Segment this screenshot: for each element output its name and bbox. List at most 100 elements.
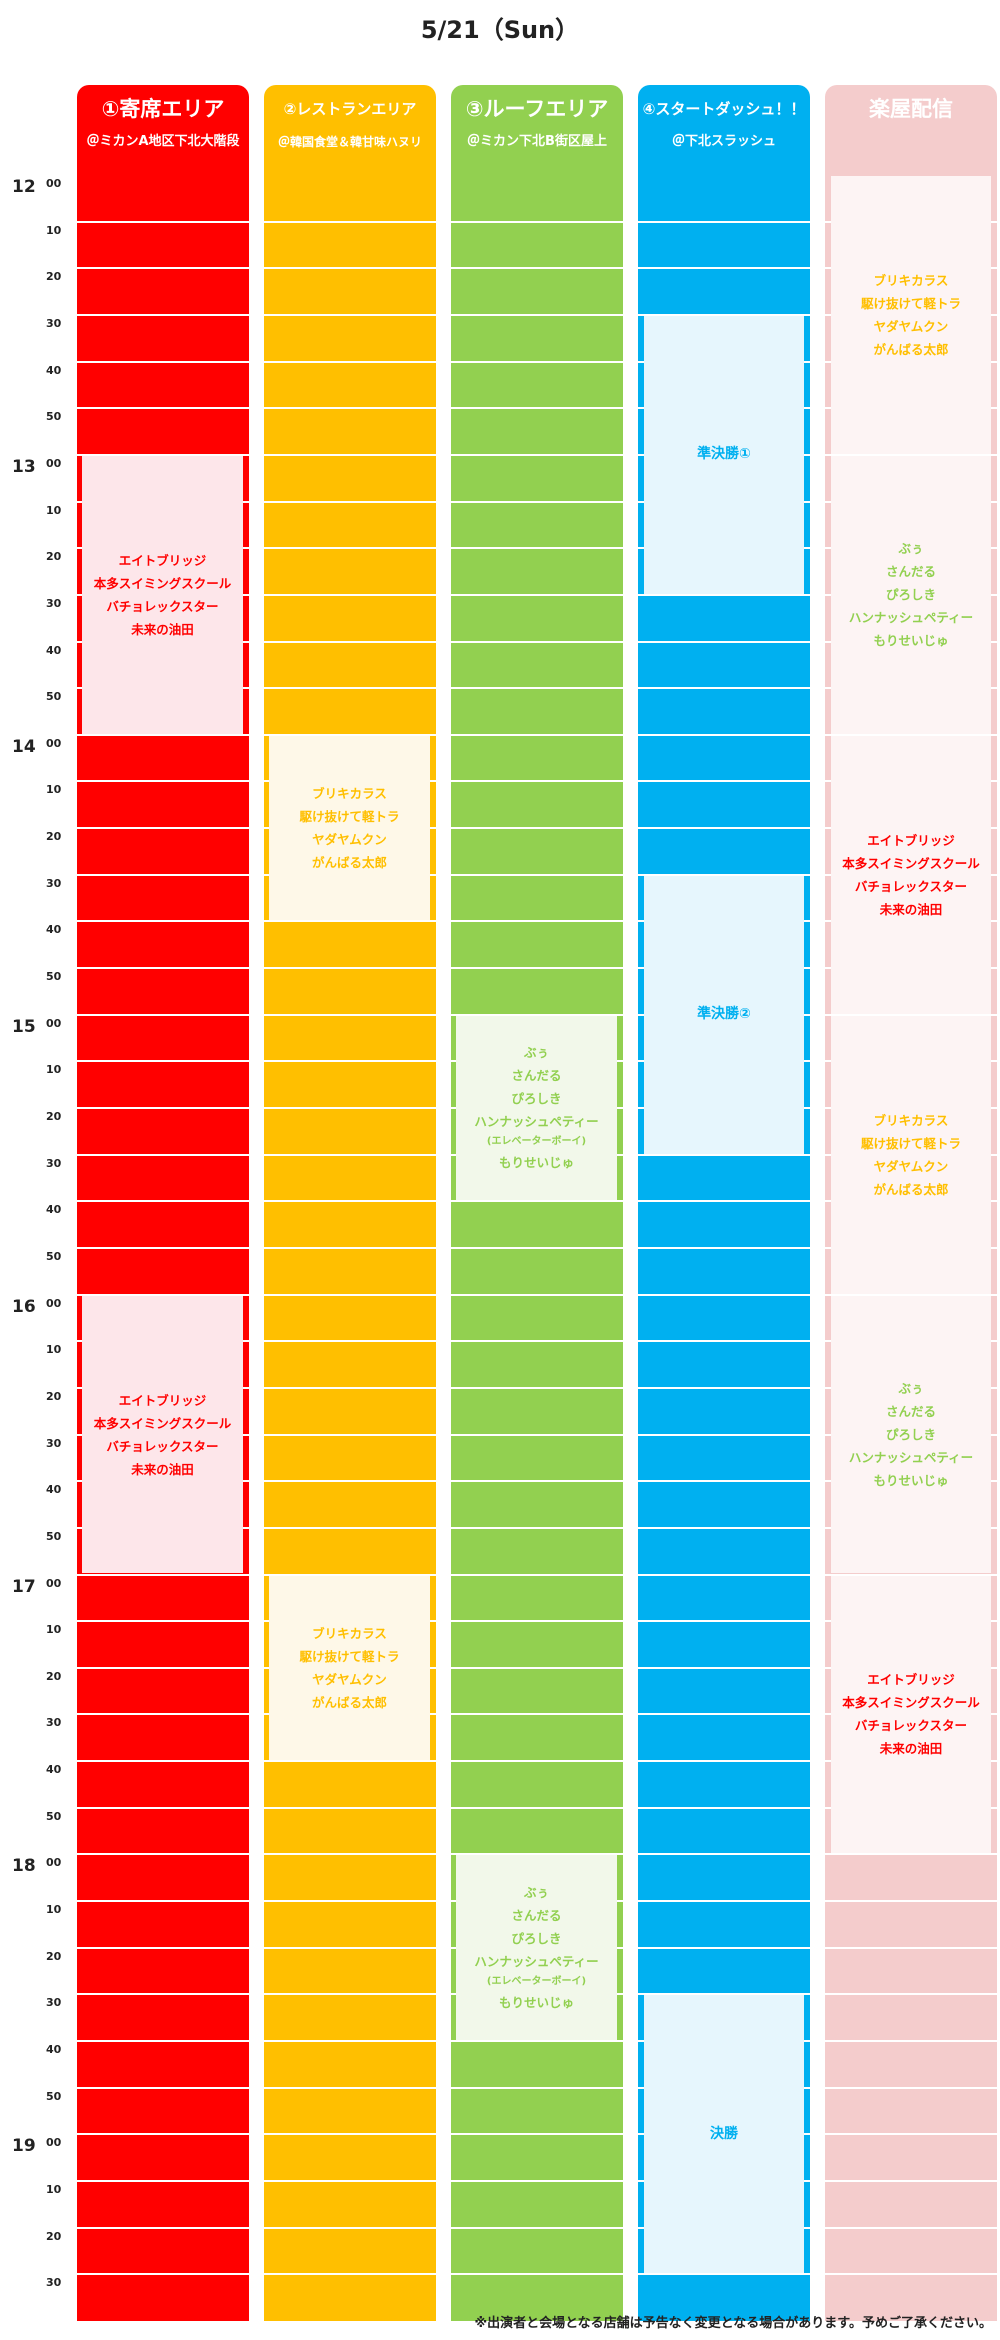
performance-block: 決勝 xyxy=(644,1995,804,2274)
column-roof: ③ルーフエリア ＠ミカン下北B街区屋上 ぶぅ さんだる ぴろしき ハンナッシュペティー (エ… xyxy=(451,85,623,2321)
row-divider xyxy=(451,1573,623,1576)
minute-label: 10 xyxy=(46,1903,62,1917)
row-divider xyxy=(264,2133,436,2136)
row-divider xyxy=(638,2273,810,2276)
row-divider xyxy=(825,1293,997,1296)
row-divider xyxy=(264,1293,436,1296)
row-divider xyxy=(638,1946,810,1949)
row-divider xyxy=(264,453,436,456)
row-divider xyxy=(638,1526,810,1529)
minute-label: 30 xyxy=(46,1716,62,1730)
row-divider xyxy=(77,1293,249,1296)
performer-name: 未来の油田 xyxy=(879,1741,943,1757)
performer-name: ぴろしき xyxy=(885,1427,936,1443)
performer-name: さんだる xyxy=(511,1068,562,1084)
performer-name: ぴろしき xyxy=(885,587,936,603)
row-divider xyxy=(638,267,810,270)
row-divider xyxy=(264,267,436,270)
minute-label: 30 xyxy=(46,876,62,890)
row-divider xyxy=(825,2273,997,2276)
row-divider xyxy=(825,1853,997,1856)
performer-name: 未来の油田 xyxy=(131,1461,194,1477)
performer-name: もりせいじゅ xyxy=(873,633,949,649)
performer-name: 準決勝② xyxy=(697,1006,751,1023)
performer-name: がんばる太郎 xyxy=(311,1694,387,1710)
row-divider xyxy=(77,780,249,783)
column-title: ②レストランエリア xyxy=(283,100,417,118)
minute-label: 20 xyxy=(46,2229,62,2243)
performance-block: エイトブリッジ 本多スイミングスクール バチョレックスター 未来の油田 xyxy=(831,735,991,1014)
performer-name: バチョレックスター xyxy=(854,878,968,894)
row-divider xyxy=(264,1340,436,1343)
column-subtitle: ＠ミカン下北B街区屋上 xyxy=(467,134,607,149)
row-divider xyxy=(77,1107,249,1109)
row-divider xyxy=(638,687,810,690)
row-divider xyxy=(77,1200,249,1203)
minute-label: 40 xyxy=(46,2043,62,2056)
minute-label: 00 xyxy=(46,1856,62,1870)
row-divider xyxy=(451,2179,623,2182)
performer-name: ぶぅ xyxy=(523,1045,549,1061)
performer-name: ヤダヤムクン xyxy=(873,1158,949,1174)
minute-label: 00 xyxy=(46,736,62,750)
hour-label: 13 xyxy=(12,456,36,477)
row-divider xyxy=(451,1526,623,1529)
row-divider xyxy=(264,1760,436,1763)
performer-name: 本多スイミングスクール xyxy=(93,1415,232,1431)
row-divider xyxy=(77,1853,249,1856)
row-divider xyxy=(264,1806,436,1809)
row-divider xyxy=(638,1386,810,1389)
performer-name: ハンナッシュペティー xyxy=(474,1954,599,1970)
row-divider xyxy=(638,1200,810,1203)
column-yose: ①寄席エリア ＠ミカンA地区下北大階段 エイトブリッジ 本多スイミングスクール バチョレ… xyxy=(77,85,249,2321)
performance-block: 準決勝① xyxy=(644,315,804,594)
minute-label: 00 xyxy=(46,1576,62,1590)
performance-block: ブリキカラス 駆け抜けて軽トラ ヤダヤムクン がんばる太郎 xyxy=(269,735,430,921)
performer-name: ぶぅ xyxy=(898,541,924,557)
row-divider xyxy=(451,1760,623,1763)
minute-label: 00 xyxy=(46,177,62,190)
row-divider xyxy=(825,2133,997,2136)
row-divider xyxy=(264,593,436,596)
row-divider xyxy=(638,220,810,223)
minute-label: 50 xyxy=(46,2089,62,2103)
row-divider xyxy=(638,313,810,316)
row-divider xyxy=(264,1200,436,1203)
performance-block: ぶぅ さんだる ぴろしき ハンナッシュペティー もりせいじゅ xyxy=(831,455,991,734)
row-divider xyxy=(77,1713,249,1716)
row-divider xyxy=(264,360,436,363)
row-divider xyxy=(264,1013,436,1016)
row-divider xyxy=(825,2179,997,2182)
performer-name: ハンナッシュペティー xyxy=(848,610,974,626)
row-divider xyxy=(264,687,436,690)
row-divider xyxy=(825,1013,997,1016)
row-divider xyxy=(638,1246,810,1249)
row-divider xyxy=(825,1946,997,1949)
performer-name: 準決勝① xyxy=(697,446,751,463)
performance-block: 準決勝② xyxy=(644,875,804,1154)
row-divider xyxy=(264,2273,436,2276)
row-divider xyxy=(264,733,436,736)
row-divider xyxy=(451,1713,623,1716)
minute-label: 10 xyxy=(46,223,62,237)
minute-label: 20 xyxy=(46,1669,62,1683)
column-header: ②レストランエリア ＠韓国食堂＆韓甘味ハヌリ xyxy=(264,85,436,175)
column-header: ③ルーフエリア ＠ミカン下北B街区屋上 xyxy=(451,85,623,175)
hour-label: 18 xyxy=(12,1856,36,1877)
performer-name: がんばる太郎 xyxy=(873,341,949,357)
minute-label: 40 xyxy=(46,1203,62,1217)
minute-label: 50 xyxy=(46,690,62,704)
column-title: ④スタートダッシュ！！ xyxy=(642,100,806,118)
row-divider xyxy=(638,1433,810,1436)
row-divider xyxy=(638,827,810,830)
row-divider xyxy=(451,500,623,503)
row-divider xyxy=(77,2040,249,2042)
row-divider xyxy=(451,687,623,690)
minute-label: 30 xyxy=(46,1436,62,1450)
row-divider xyxy=(77,1246,249,1249)
performer-name: もりせいじゅ xyxy=(498,1155,574,1171)
row-divider xyxy=(451,2040,623,2042)
row-divider xyxy=(451,1480,623,1483)
column-subtitle: ＠ミカンA地区下北大階段 xyxy=(86,134,240,149)
row-divider xyxy=(451,2226,623,2229)
